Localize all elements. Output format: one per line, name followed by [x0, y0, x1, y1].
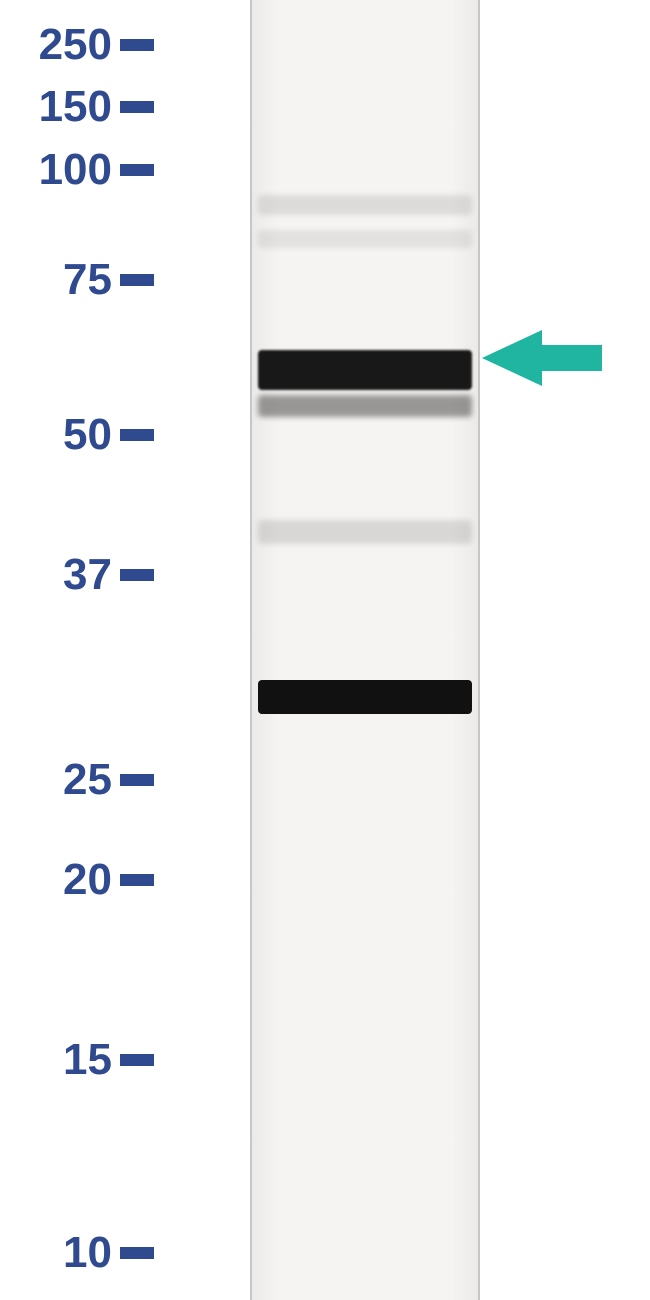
mw-label: 37 — [0, 550, 120, 600]
mw-label: 15 — [0, 1035, 120, 1085]
mw-marker-250: 250 — [0, 23, 154, 67]
mw-tick — [120, 1247, 154, 1259]
mw-tick — [120, 774, 154, 786]
band-0 — [258, 195, 472, 215]
mw-tick — [120, 1054, 154, 1066]
mw-tick — [120, 164, 154, 176]
western-blot-figure: 250 150 100 75 50 37 25 20 15 10 — [0, 0, 650, 1300]
mw-marker-15: 15 — [0, 1038, 154, 1082]
mw-tick — [120, 274, 154, 286]
band-4 — [258, 520, 472, 544]
mw-tick — [120, 429, 154, 441]
band-3 — [258, 395, 472, 417]
mw-label: 20 — [0, 855, 120, 905]
mw-marker-150: 150 — [0, 85, 154, 129]
band-2 — [258, 350, 472, 390]
mw-label: 150 — [0, 82, 120, 132]
mw-tick — [120, 101, 154, 113]
mw-label: 100 — [0, 145, 120, 195]
mw-label: 250 — [0, 20, 120, 70]
mw-marker-100: 100 — [0, 148, 154, 192]
mw-marker-37: 37 — [0, 553, 154, 597]
target-band-arrow-icon — [482, 330, 602, 386]
mw-label: 10 — [0, 1228, 120, 1278]
mw-tick — [120, 39, 154, 51]
mw-label: 25 — [0, 755, 120, 805]
mw-marker-50: 50 — [0, 413, 154, 457]
mw-marker-25: 25 — [0, 758, 154, 802]
band-5 — [258, 680, 472, 714]
mw-tick — [120, 874, 154, 886]
mw-tick — [120, 569, 154, 581]
band-1 — [258, 230, 472, 248]
mw-label: 50 — [0, 410, 120, 460]
mw-label: 75 — [0, 255, 120, 305]
mw-marker-20: 20 — [0, 858, 154, 902]
mw-marker-75: 75 — [0, 258, 154, 302]
mw-marker-10: 10 — [0, 1231, 154, 1275]
